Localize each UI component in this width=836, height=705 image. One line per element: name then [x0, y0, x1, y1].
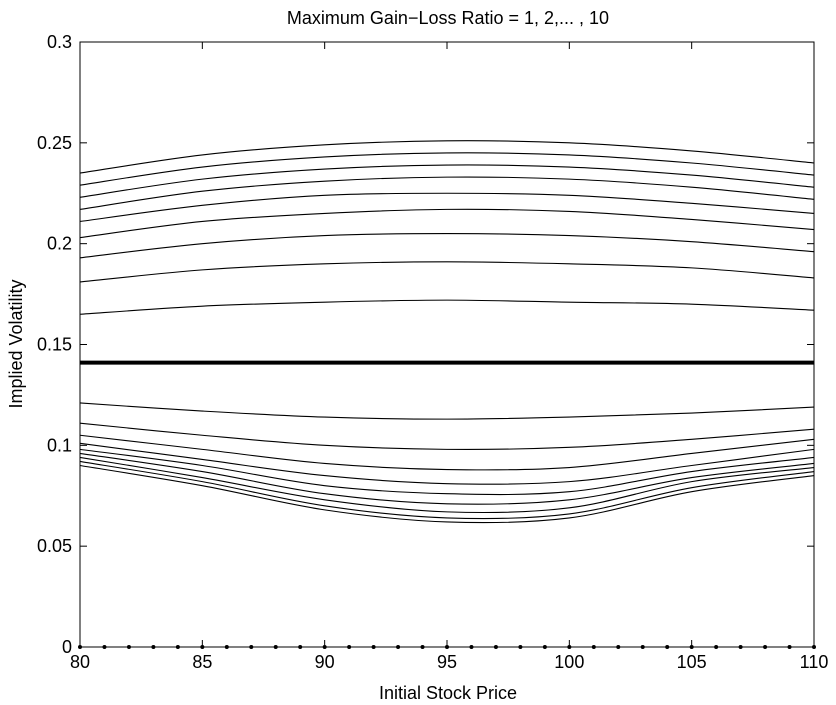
- series-line-lower: [79, 452, 815, 505]
- series-line-lower: [79, 464, 815, 524]
- series-lines: [79, 140, 815, 524]
- series-line-lower: [79, 442, 815, 485]
- baseline-marker: [126, 645, 131, 649]
- y-axis-ticks: 0 0.05 0.1 0.15 0.2 0.25 0.3: [37, 32, 814, 657]
- x-tick-label: 110: [800, 652, 829, 672]
- series-line-lower: [79, 460, 815, 520]
- plot-border: [79, 41, 815, 648]
- y-axis-label: Implied Volatility: [6, 279, 26, 408]
- series-line-upper: [79, 192, 815, 223]
- baseline-marker: [298, 645, 303, 649]
- baseline-marker: [469, 645, 474, 649]
- baseline-marker: [591, 645, 596, 649]
- series-line-upper: [79, 176, 815, 210]
- y-tick-label: 0.3: [47, 32, 72, 52]
- baseline-marker: [224, 645, 229, 649]
- x-tick-label: 80: [70, 652, 90, 672]
- y-tick-label: 0: [62, 637, 72, 657]
- baseline-marker: [542, 645, 547, 649]
- baseline-marker: [518, 645, 523, 649]
- series-line-upper: [79, 140, 815, 174]
- baseline-marker: [787, 645, 792, 649]
- y-tick-label: 0.1: [47, 435, 72, 455]
- baseline-marker: [371, 645, 376, 649]
- series-line-upper: [79, 164, 815, 198]
- baseline-marker: [102, 645, 107, 649]
- y-tick-label: 0.15: [37, 335, 72, 355]
- series-line-upper: [79, 208, 815, 239]
- series-line-lower: [79, 456, 815, 514]
- y-tick-label: 0.2: [47, 234, 72, 254]
- baseline-marker: [665, 645, 670, 649]
- baseline-marker: [249, 645, 254, 649]
- baseline-marker: [273, 645, 278, 649]
- series-line-lower: [79, 434, 815, 471]
- series-line-lower: [79, 448, 815, 496]
- baseline-marker: [738, 645, 743, 649]
- y-tick-label: 0.05: [37, 536, 72, 556]
- baseline-marker: [714, 645, 719, 649]
- baseline-marker: [420, 645, 425, 649]
- baseline-marker: [616, 645, 621, 649]
- x-tick-label: 90: [315, 652, 335, 672]
- baseline-marker: [396, 645, 401, 649]
- x-tick-label: 100: [554, 652, 584, 672]
- x-tick-label: 85: [192, 652, 212, 672]
- y-tick-label: 0.25: [37, 133, 72, 153]
- baseline-marker: [175, 645, 180, 649]
- x-tick-label: 95: [437, 652, 457, 672]
- series-line-lower: [79, 422, 815, 451]
- x-axis-label: Initial Stock Price: [379, 683, 517, 703]
- baseline-marker: [347, 645, 352, 649]
- baseline-marker: [493, 645, 498, 649]
- plot-frame: [79, 41, 815, 648]
- series-line-upper: [79, 299, 815, 315]
- series-line-lower: [79, 402, 815, 420]
- series-line-upper: [79, 233, 815, 259]
- x-axis-ticks: 80 85 90 95 100 105 110: [70, 42, 828, 672]
- baseline-marker: [763, 645, 768, 649]
- series-line-upper: [79, 152, 815, 186]
- series-line-upper: [79, 261, 815, 283]
- chart-title: Maximum Gain−Loss Ratio = 1, 2,... , 10: [287, 8, 609, 28]
- x-tick-label: 105: [677, 652, 707, 672]
- baseline-marker: [640, 645, 645, 649]
- baseline-marker: [151, 645, 156, 649]
